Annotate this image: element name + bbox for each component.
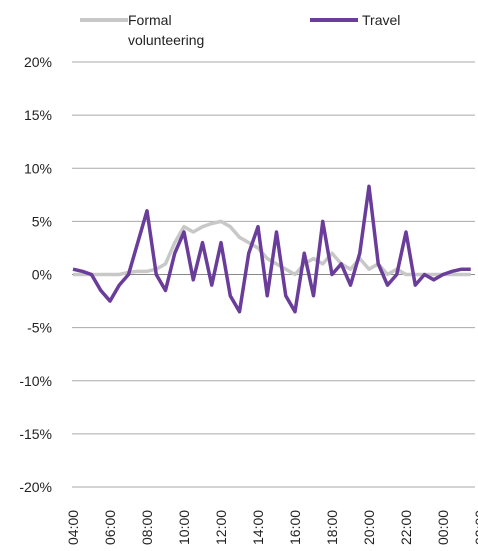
y-tick-label: 20%: [24, 54, 52, 70]
x-tick-label: 10:00: [176, 510, 192, 545]
x-tick-label: 22:00: [398, 510, 414, 545]
x-tick-label: 20:00: [361, 510, 377, 545]
x-tick-label: 00:00: [435, 510, 451, 545]
x-tick-label: 08:00: [139, 510, 155, 545]
y-tick-label: -20%: [19, 479, 52, 495]
x-tick-label: 06:00: [102, 510, 118, 545]
y-tick-label: -5%: [27, 320, 52, 336]
x-tick-label: 04:00: [65, 510, 81, 545]
legend-label: Travel: [362, 12, 401, 28]
legend-label: Formal volunteering: [128, 12, 205, 48]
y-tick-label: 15%: [24, 107, 52, 123]
x-tick-label: 16:00: [287, 510, 303, 545]
y-tick-label: -15%: [19, 426, 52, 442]
series-line: [72, 184, 471, 314]
y-tick-label: 10%: [24, 160, 52, 176]
x-tick-label: 14:00: [250, 510, 266, 545]
x-tick-label: 18:00: [324, 510, 340, 545]
y-tick-label: 0%: [32, 267, 52, 283]
y-tick-label: -10%: [19, 373, 52, 389]
x-tick-label: 02:00: [472, 510, 478, 545]
y-tick-label: 5%: [32, 213, 52, 229]
x-tick-label: 12:00: [213, 510, 229, 545]
